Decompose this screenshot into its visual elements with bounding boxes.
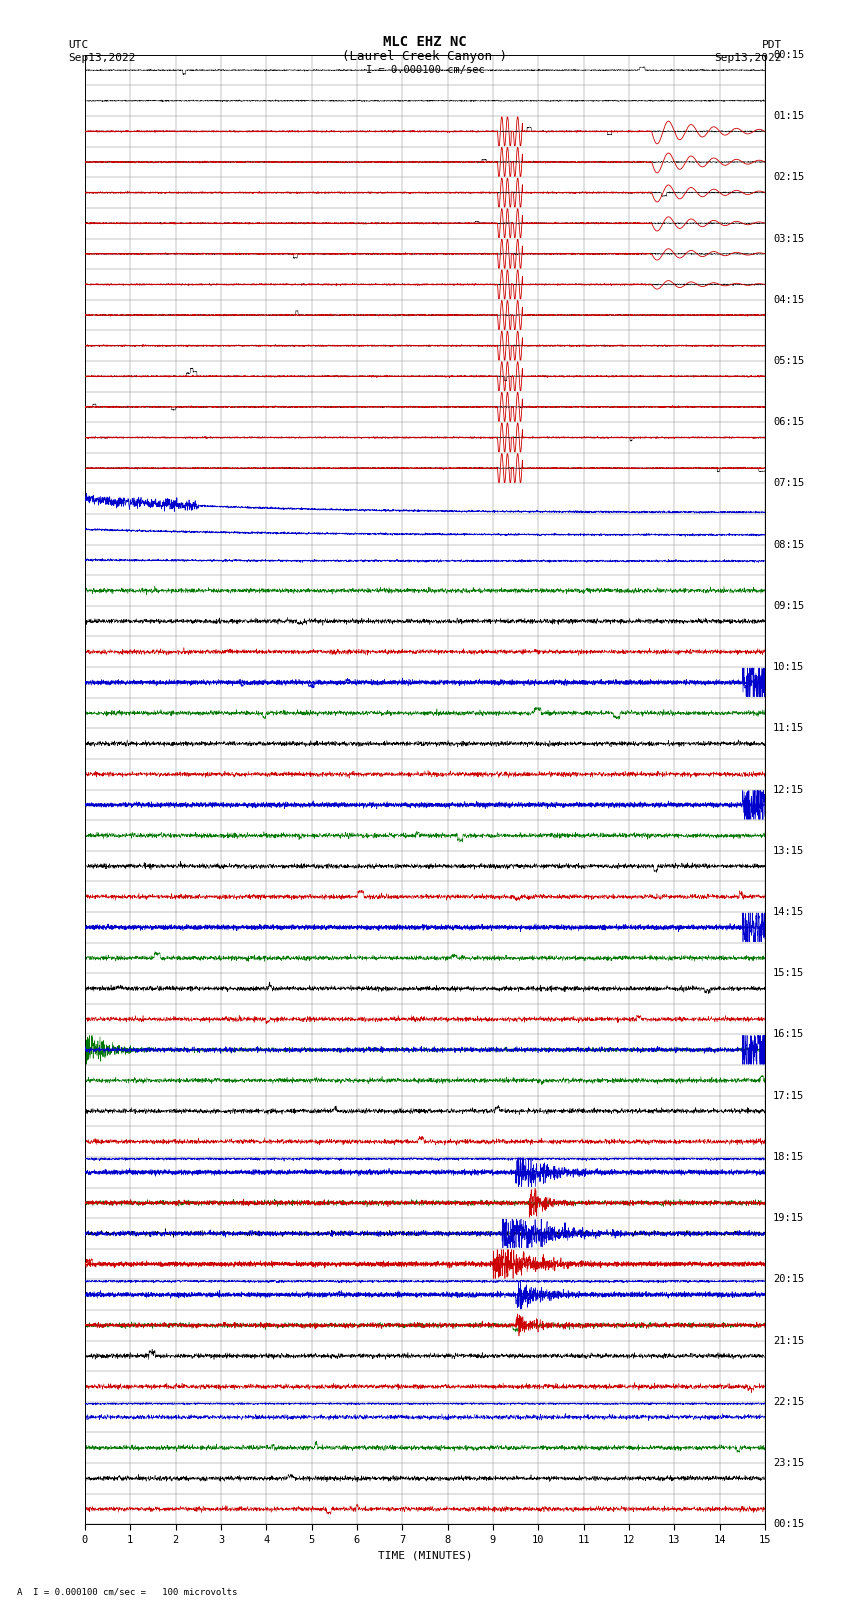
Text: 17:15: 17:15	[774, 1090, 804, 1100]
Text: 06:15: 06:15	[774, 418, 804, 427]
Text: 03:15: 03:15	[774, 234, 804, 244]
Text: 04:15: 04:15	[774, 295, 804, 305]
Text: 19:15: 19:15	[774, 1213, 804, 1223]
Text: 21:15: 21:15	[774, 1336, 804, 1345]
Text: Sep13,2022: Sep13,2022	[68, 53, 135, 63]
Text: 15:15: 15:15	[774, 968, 804, 977]
Text: 18:15: 18:15	[774, 1152, 804, 1161]
Text: 09:15: 09:15	[774, 602, 804, 611]
Text: 02:15: 02:15	[774, 173, 804, 182]
Text: Sep13,2022: Sep13,2022	[715, 53, 782, 63]
Text: 10:15: 10:15	[774, 661, 804, 673]
Text: 05:15: 05:15	[774, 356, 804, 366]
Text: 01:15: 01:15	[774, 111, 804, 121]
Text: A  I = 0.000100 cm/sec =   100 microvolts: A I = 0.000100 cm/sec = 100 microvolts	[17, 1587, 237, 1597]
Text: UTC: UTC	[68, 40, 88, 50]
Text: 14:15: 14:15	[774, 907, 804, 918]
Text: 07:15: 07:15	[774, 479, 804, 489]
Text: 13:15: 13:15	[774, 845, 804, 857]
Text: PDT: PDT	[762, 40, 782, 50]
Text: 00:15: 00:15	[774, 1519, 804, 1529]
Text: (Laurel Creek Canyon ): (Laurel Creek Canyon )	[343, 50, 507, 63]
Text: 00:15: 00:15	[774, 50, 804, 60]
Text: 16:15: 16:15	[774, 1029, 804, 1039]
Text: 20:15: 20:15	[774, 1274, 804, 1284]
Text: I = 0.000100 cm/sec: I = 0.000100 cm/sec	[366, 65, 484, 74]
Text: 12:15: 12:15	[774, 784, 804, 795]
Text: 11:15: 11:15	[774, 723, 804, 734]
Text: 22:15: 22:15	[774, 1397, 804, 1407]
Text: 23:15: 23:15	[774, 1458, 804, 1468]
Text: 08:15: 08:15	[774, 540, 804, 550]
Text: MLC EHZ NC: MLC EHZ NC	[383, 35, 467, 50]
X-axis label: TIME (MINUTES): TIME (MINUTES)	[377, 1550, 473, 1560]
